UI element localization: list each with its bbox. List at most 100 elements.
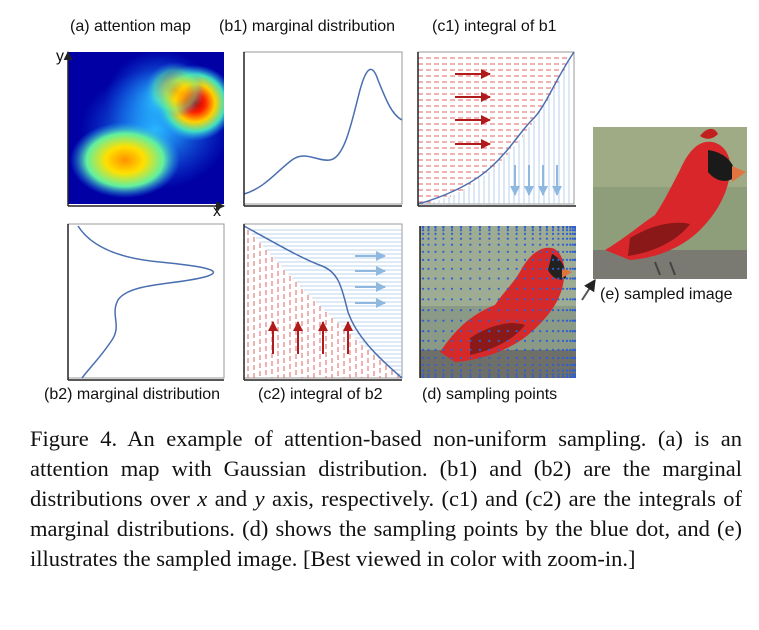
- sampling-dot: [506, 258, 509, 261]
- sampling-dot: [442, 363, 445, 366]
- sampling-dot: [459, 356, 463, 360]
- sampling-dot: [562, 330, 565, 333]
- sampling-dot: [539, 277, 542, 280]
- sampling-dot: [569, 339, 572, 342]
- sampling-dot: [531, 250, 534, 253]
- sampling-dot: [539, 237, 542, 240]
- sampling-dot: [557, 339, 560, 342]
- sampling-dot: [427, 229, 430, 232]
- sampling-dot: [569, 250, 572, 253]
- sampling-dot: [523, 348, 527, 351]
- sampling-dot: [442, 226, 445, 229]
- sampling-dot: [571, 243, 574, 246]
- sampling-dot: [506, 309, 509, 312]
- sampling-dot: [459, 319, 463, 322]
- sampling-dot: [523, 356, 527, 360]
- sampling-dot: [557, 258, 560, 261]
- sampling-dot: [450, 330, 454, 333]
- sampling-dot: [478, 237, 481, 240]
- sampling-dot: [551, 243, 555, 246]
- sampling-dot: [557, 287, 560, 290]
- sampling-dot: [545, 373, 549, 376]
- sampling-dot: [442, 229, 445, 232]
- sampling-dot: [562, 277, 565, 280]
- sampling-dot: [571, 229, 574, 232]
- sampling-dot: [539, 369, 542, 372]
- sampling-dot: [427, 376, 430, 378]
- sampling-dot: [459, 243, 463, 246]
- sampling-dot: [488, 369, 491, 372]
- sampling-dot: [506, 298, 509, 301]
- sampling-dot: [442, 309, 445, 312]
- sampling-dot: [551, 373, 555, 376]
- sampling-dot: [506, 250, 509, 253]
- sampling-dot: [569, 356, 572, 360]
- sampling-dot: [523, 250, 527, 253]
- sampling-dot: [422, 330, 425, 333]
- sampling-dot: [531, 369, 534, 372]
- sampling-dot: [506, 232, 509, 235]
- sampling-dot: [565, 250, 569, 253]
- sampling-dot: [545, 376, 548, 378]
- sampling-dot: [557, 298, 560, 301]
- sampling-dot: [506, 319, 509, 322]
- sampling-dot: [562, 373, 565, 376]
- sampling-dot: [515, 373, 518, 376]
- sampling-dot: [488, 363, 491, 366]
- sampling-dot: [557, 237, 560, 240]
- sampling-dot: [545, 348, 549, 351]
- sampling-dot: [562, 363, 565, 366]
- sampling-dot: [539, 319, 542, 322]
- sampling-dot: [450, 319, 454, 322]
- sampling-dot: [434, 267, 437, 270]
- sampling-dot: [488, 348, 491, 351]
- sampling-dot: [442, 277, 445, 280]
- sampling-dot: [478, 243, 481, 246]
- sampling-dot: [427, 369, 430, 372]
- sampling-dot: [478, 348, 481, 351]
- sampling-dot: [478, 373, 481, 376]
- sampling-dot: [469, 339, 472, 342]
- sampling-dot: [442, 348, 445, 351]
- sampling-dot: [434, 309, 437, 312]
- sampling-dot: [574, 369, 576, 372]
- sampling-dot: [551, 348, 555, 351]
- sampling-dot: [450, 376, 454, 378]
- sampling-dot: [478, 232, 481, 235]
- sampling-dot: [515, 348, 518, 351]
- sampling-dot: [434, 319, 437, 322]
- sampling-dot: [450, 243, 454, 246]
- sampling-dot: [562, 376, 565, 378]
- sampling-dot: [469, 369, 472, 372]
- sampling-dot: [571, 369, 574, 372]
- sampling-dot: [551, 267, 555, 270]
- sampling-dot: [450, 287, 454, 290]
- sampling-dot: [571, 348, 574, 351]
- sampling-dot: [531, 376, 534, 378]
- sampling-dot: [562, 267, 565, 270]
- sampling-dot: [442, 373, 445, 376]
- sampling-dot: [539, 298, 542, 301]
- sampling-dot: [545, 277, 549, 280]
- sampling-dot: [551, 363, 555, 366]
- sampling-dot: [531, 319, 534, 322]
- attention-map: [68, 52, 224, 204]
- sampling-dot: [571, 356, 574, 360]
- sampling-dot: [565, 237, 569, 240]
- sampling-dot: [478, 258, 481, 261]
- sampling-dot: [539, 363, 542, 366]
- sampling-dot: [422, 267, 425, 270]
- sampling-dot: [515, 309, 518, 312]
- integral-c2: [243, 223, 403, 381]
- sampling-dot: [497, 330, 500, 333]
- sampling-dot: [569, 373, 572, 376]
- sampling-dot: [562, 356, 565, 360]
- sampling-dot: [562, 226, 565, 229]
- sampling-dot: [459, 298, 463, 301]
- sampling-dot: [488, 258, 491, 261]
- sampling-dot: [523, 339, 527, 342]
- sampling-dot: [506, 287, 509, 290]
- sampling-dot: [427, 298, 430, 301]
- sampling-dot: [434, 373, 437, 376]
- sampling-dot: [506, 277, 509, 280]
